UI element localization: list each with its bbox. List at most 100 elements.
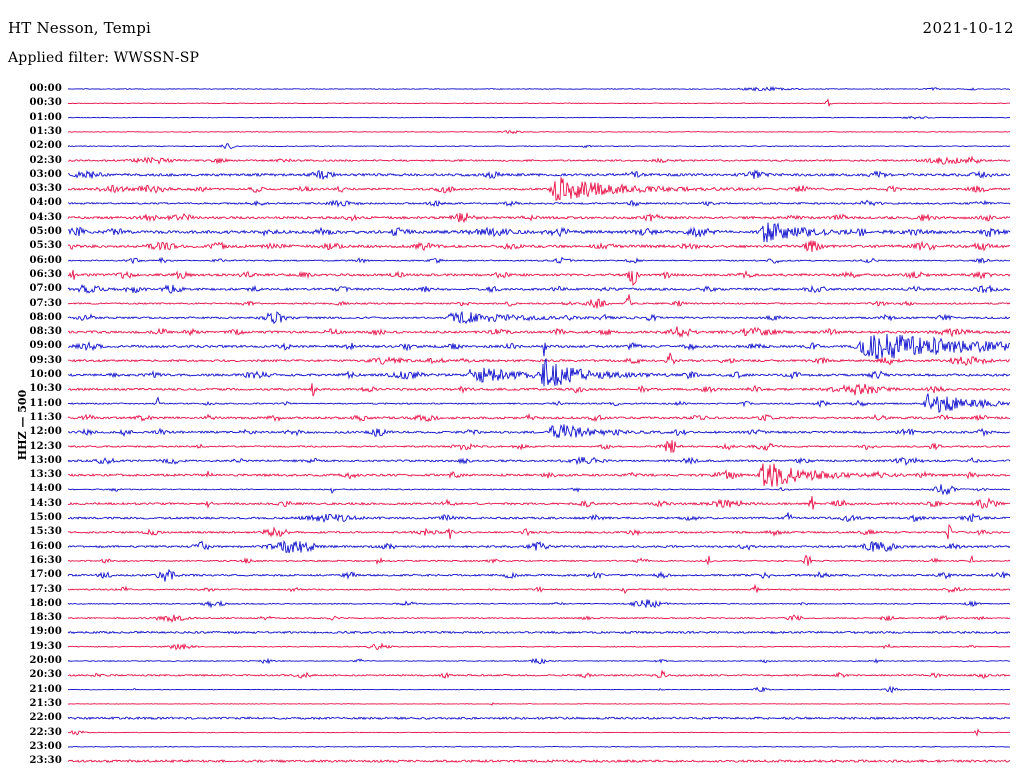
trace-time-label: 10:30 <box>29 383 62 395</box>
seismogram-trace-19:00 <box>67 630 1011 635</box>
seismogram-trace-05:30 <box>67 240 1011 252</box>
trace-time-label: 05:00 <box>29 226 62 237</box>
seismogram-trace-20:30 <box>67 670 1011 679</box>
trace-time-label: 07:30 <box>29 297 62 309</box>
seismogram-trace-18:30 <box>67 614 1011 623</box>
seismogram-trace-23:30 <box>67 758 1011 764</box>
seismogram-trace-12:30 <box>67 440 1011 453</box>
trace-time-label: 00:30 <box>29 97 62 109</box>
seismogram-trace-13:00 <box>67 456 1011 466</box>
seismogram-trace-06:00 <box>67 256 1011 265</box>
seismogram-trace-02:30 <box>67 155 1011 165</box>
trace-time-label: 07:00 <box>29 283 62 295</box>
seismogram-trace-10:00 <box>67 357 1011 387</box>
seismogram-trace-16:30 <box>67 554 1011 566</box>
seismogram-trace-19:30 <box>67 642 1011 651</box>
seismogram-trace-09:00 <box>68 333 1011 360</box>
seismogram-trace-02:00 <box>67 143 1011 150</box>
trace-time-label: 12:30 <box>29 440 62 452</box>
seismogram-trace-11:00 <box>68 393 1011 413</box>
seismogram-trace-01:30 <box>67 130 1011 135</box>
seismogram-trace-06:30 <box>67 269 1011 287</box>
seismogram-trace-08:00 <box>67 311 1011 325</box>
seismogram-trace-07:00 <box>67 284 1011 294</box>
trace-time-label: 21:00 <box>29 683 62 695</box>
seismogram-trace-15:30 <box>67 524 1011 540</box>
trace-time-label: 08:30 <box>29 326 62 338</box>
trace-time-label: 09:00 <box>29 340 62 352</box>
trace-time-label: 23:00 <box>29 740 62 752</box>
seismogram-trace-10:30 <box>67 383 1011 397</box>
trace-time-label: 11:30 <box>29 411 62 423</box>
trace-time-label: 17:00 <box>29 569 62 581</box>
trace-time-label: 15:30 <box>29 526 62 538</box>
seismogram-trace-23:00 <box>68 745 1010 748</box>
station-title: HT Nesson, Tempi <box>8 19 152 37</box>
trace-time-label: 23:30 <box>29 755 62 767</box>
seismogram-trace-01:00 <box>67 115 1011 120</box>
trace-time-label: 15:00 <box>29 512 62 523</box>
seismogram-trace-12:00 <box>67 424 1011 439</box>
seismogram-trace-09:30 <box>67 352 1011 367</box>
trace-time-label: 17:30 <box>29 583 62 595</box>
trace-time-label: 01:00 <box>29 111 62 123</box>
trace-time-label: 03:30 <box>29 183 62 195</box>
applied-filter-label: Applied filter: WWSSN-SP <box>8 50 200 66</box>
trace-time-label: 18:00 <box>29 597 62 609</box>
seismogram-trace-17:30 <box>67 583 1011 595</box>
trace-time-label: 20:00 <box>29 655 62 666</box>
trace-time-label: 12:00 <box>29 426 62 438</box>
seismogram-trace-22:00 <box>67 716 1011 721</box>
trace-time-label: 11:00 <box>29 397 62 409</box>
trace-time-label: 10:00 <box>29 369 62 380</box>
seismogram-trace-03:00 <box>67 169 1011 180</box>
trace-time-label: 04:00 <box>29 197 62 209</box>
seismogram-trace-00:00 <box>67 85 1010 92</box>
trace-time-label: 03:00 <box>29 168 62 180</box>
trace-time-label: 14:30 <box>29 497 62 509</box>
trace-time-label: 08:00 <box>29 311 62 323</box>
trace-time-label: 00:00 <box>29 83 62 94</box>
trace-time-label: 21:30 <box>29 697 62 709</box>
date-label: 2021-10-12 <box>922 19 1014 37</box>
trace-time-label: 16:30 <box>29 554 62 566</box>
seismogram-trace-03:30 <box>67 177 1011 201</box>
seismogram-trace-14:30 <box>67 496 1011 510</box>
trace-time-label: 22:30 <box>29 726 62 738</box>
seismogram-trace-15:00 <box>67 512 1011 523</box>
seismogram-trace-21:30 <box>67 702 1011 706</box>
trace-time-label: 06:30 <box>29 268 62 280</box>
seismogram-trace-13:30 <box>67 463 1011 487</box>
seismogram-trace-07:30 <box>67 294 1011 309</box>
seismogram-trace-17:00 <box>67 568 1011 582</box>
seismogram-trace-05:00 <box>67 222 1011 243</box>
seismogram-trace-04:30 <box>67 212 1011 224</box>
seismogram-trace-22:30 <box>67 728 1011 737</box>
trace-time-label: 16:00 <box>29 540 62 552</box>
trace-time-label: 06:00 <box>29 254 62 266</box>
trace-time-label: 13:00 <box>29 454 62 466</box>
trace-time-label: 14:00 <box>29 483 62 495</box>
trace-time-label: 13:30 <box>29 469 62 481</box>
seismogram-trace-08:30 <box>67 326 1011 338</box>
seismogram-trace-21:00 <box>67 685 1011 694</box>
seismogram-trace-16:00 <box>67 540 1011 554</box>
seismogram-trace-18:00 <box>67 599 1011 609</box>
trace-time-label: 01:30 <box>29 125 62 137</box>
trace-time-label: 20:30 <box>29 669 62 681</box>
trace-time-label: 05:30 <box>29 240 62 252</box>
trace-time-label: 22:00 <box>29 712 62 724</box>
seismogram-trace-11:30 <box>67 412 1011 423</box>
trace-time-label: 19:30 <box>29 640 62 652</box>
trace-time-label: 19:00 <box>29 626 62 638</box>
trace-time-label: 18:30 <box>29 612 62 624</box>
trace-time-label: 09:30 <box>29 354 62 366</box>
seismogram-trace-00:30 <box>67 98 1011 107</box>
trace-time-label: 02:00 <box>29 140 62 152</box>
seismogram-trace-14:00 <box>67 484 1011 496</box>
seismogram-trace-20:00 <box>67 657 1011 665</box>
trace-time-label: 02:30 <box>29 154 62 166</box>
seismogram-trace-04:00 <box>67 199 1011 208</box>
